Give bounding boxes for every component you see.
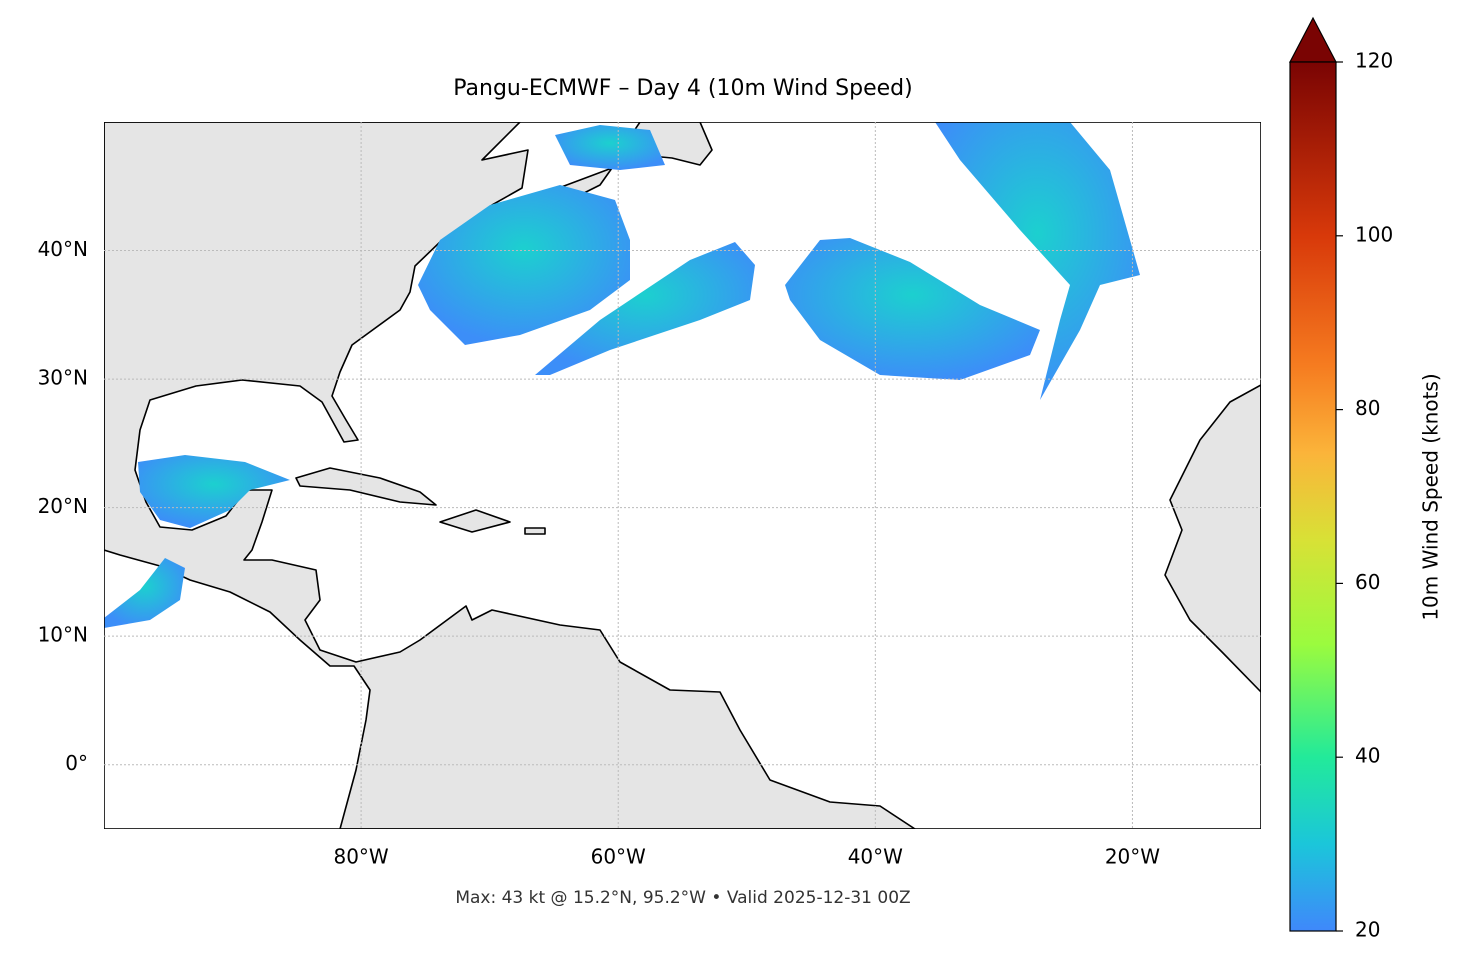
y-tick-label: 20°N [38, 494, 88, 518]
wind-area [418, 185, 630, 345]
wind-area [785, 238, 1040, 380]
y-tick-label: 10°N [38, 623, 88, 647]
ticks: 80°W 60°W 40°W 20°W 0° 10°N 20°N 30°N 40°N 20 40 60… [38, 49, 1394, 942]
x-tick-label: 20°W [1105, 845, 1160, 869]
x-tick-label: 60°W [591, 845, 646, 869]
grid [104, 122, 1261, 829]
americas [104, 122, 916, 829]
hispaniola [439, 509, 511, 533]
x-tick-label: 40°W [848, 845, 903, 869]
y-tick-label: 0° [65, 751, 88, 775]
map-title: Pangu-ECMWF – Day 4 (10m Wind Speed) [453, 76, 912, 101]
x-tick-label: 80°W [333, 845, 388, 869]
wind-area [935, 122, 1140, 400]
africa [1164, 384, 1261, 693]
y-tick-label: 30°N [38, 366, 88, 390]
colorbar-extension [1289, 16, 1337, 63]
wind-area [104, 558, 185, 628]
map-area [104, 122, 1261, 829]
puerto-rico [524, 527, 546, 535]
y-tick-label: 40°N [38, 237, 88, 261]
wind-area [555, 125, 665, 170]
colorbar-label: 10m Wind Speed (knots) [1419, 373, 1443, 620]
colorbar-tick-label: 80 [1355, 396, 1380, 420]
wind-area [535, 242, 755, 375]
colorbar [1289, 61, 1337, 932]
cuba [295, 467, 437, 506]
colorbar-tick-label: 20 [1355, 918, 1380, 942]
footer-note: Max: 43 kt @ 15.2°N, 95.2°W • Valid 2025… [455, 888, 910, 908]
wind-area [138, 455, 290, 528]
colorbar-tick-label: 120 [1355, 49, 1393, 73]
colorbar-tick-label: 40 [1355, 744, 1380, 768]
colorbar-tick-label: 60 [1355, 570, 1380, 594]
colorbar-tick-label: 100 [1355, 222, 1393, 246]
